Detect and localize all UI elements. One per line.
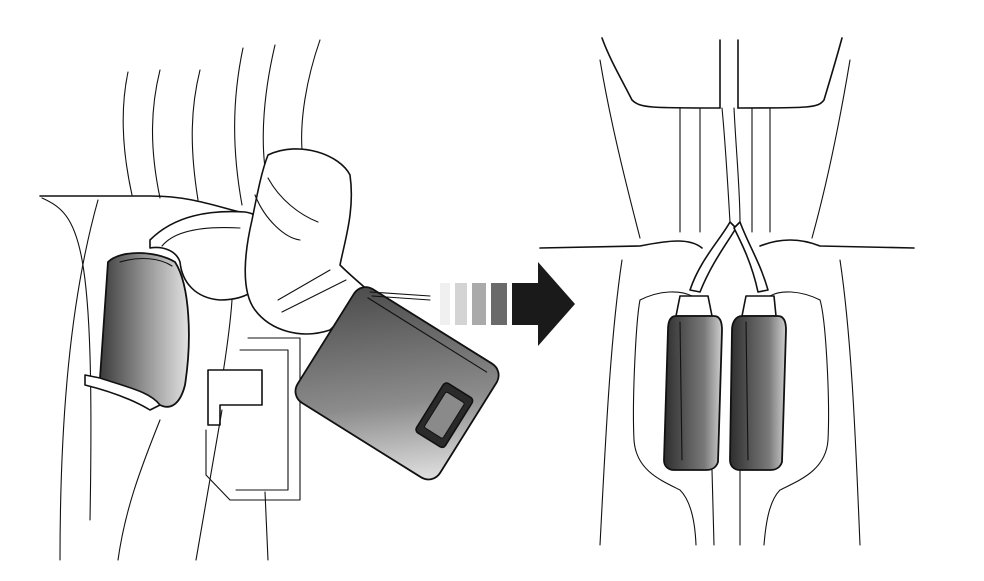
- transition-arrow: [440, 262, 575, 346]
- left-panel-unlatched-buckle: [39, 39, 500, 561]
- right-panel-stowed-buckles: [539, 37, 915, 546]
